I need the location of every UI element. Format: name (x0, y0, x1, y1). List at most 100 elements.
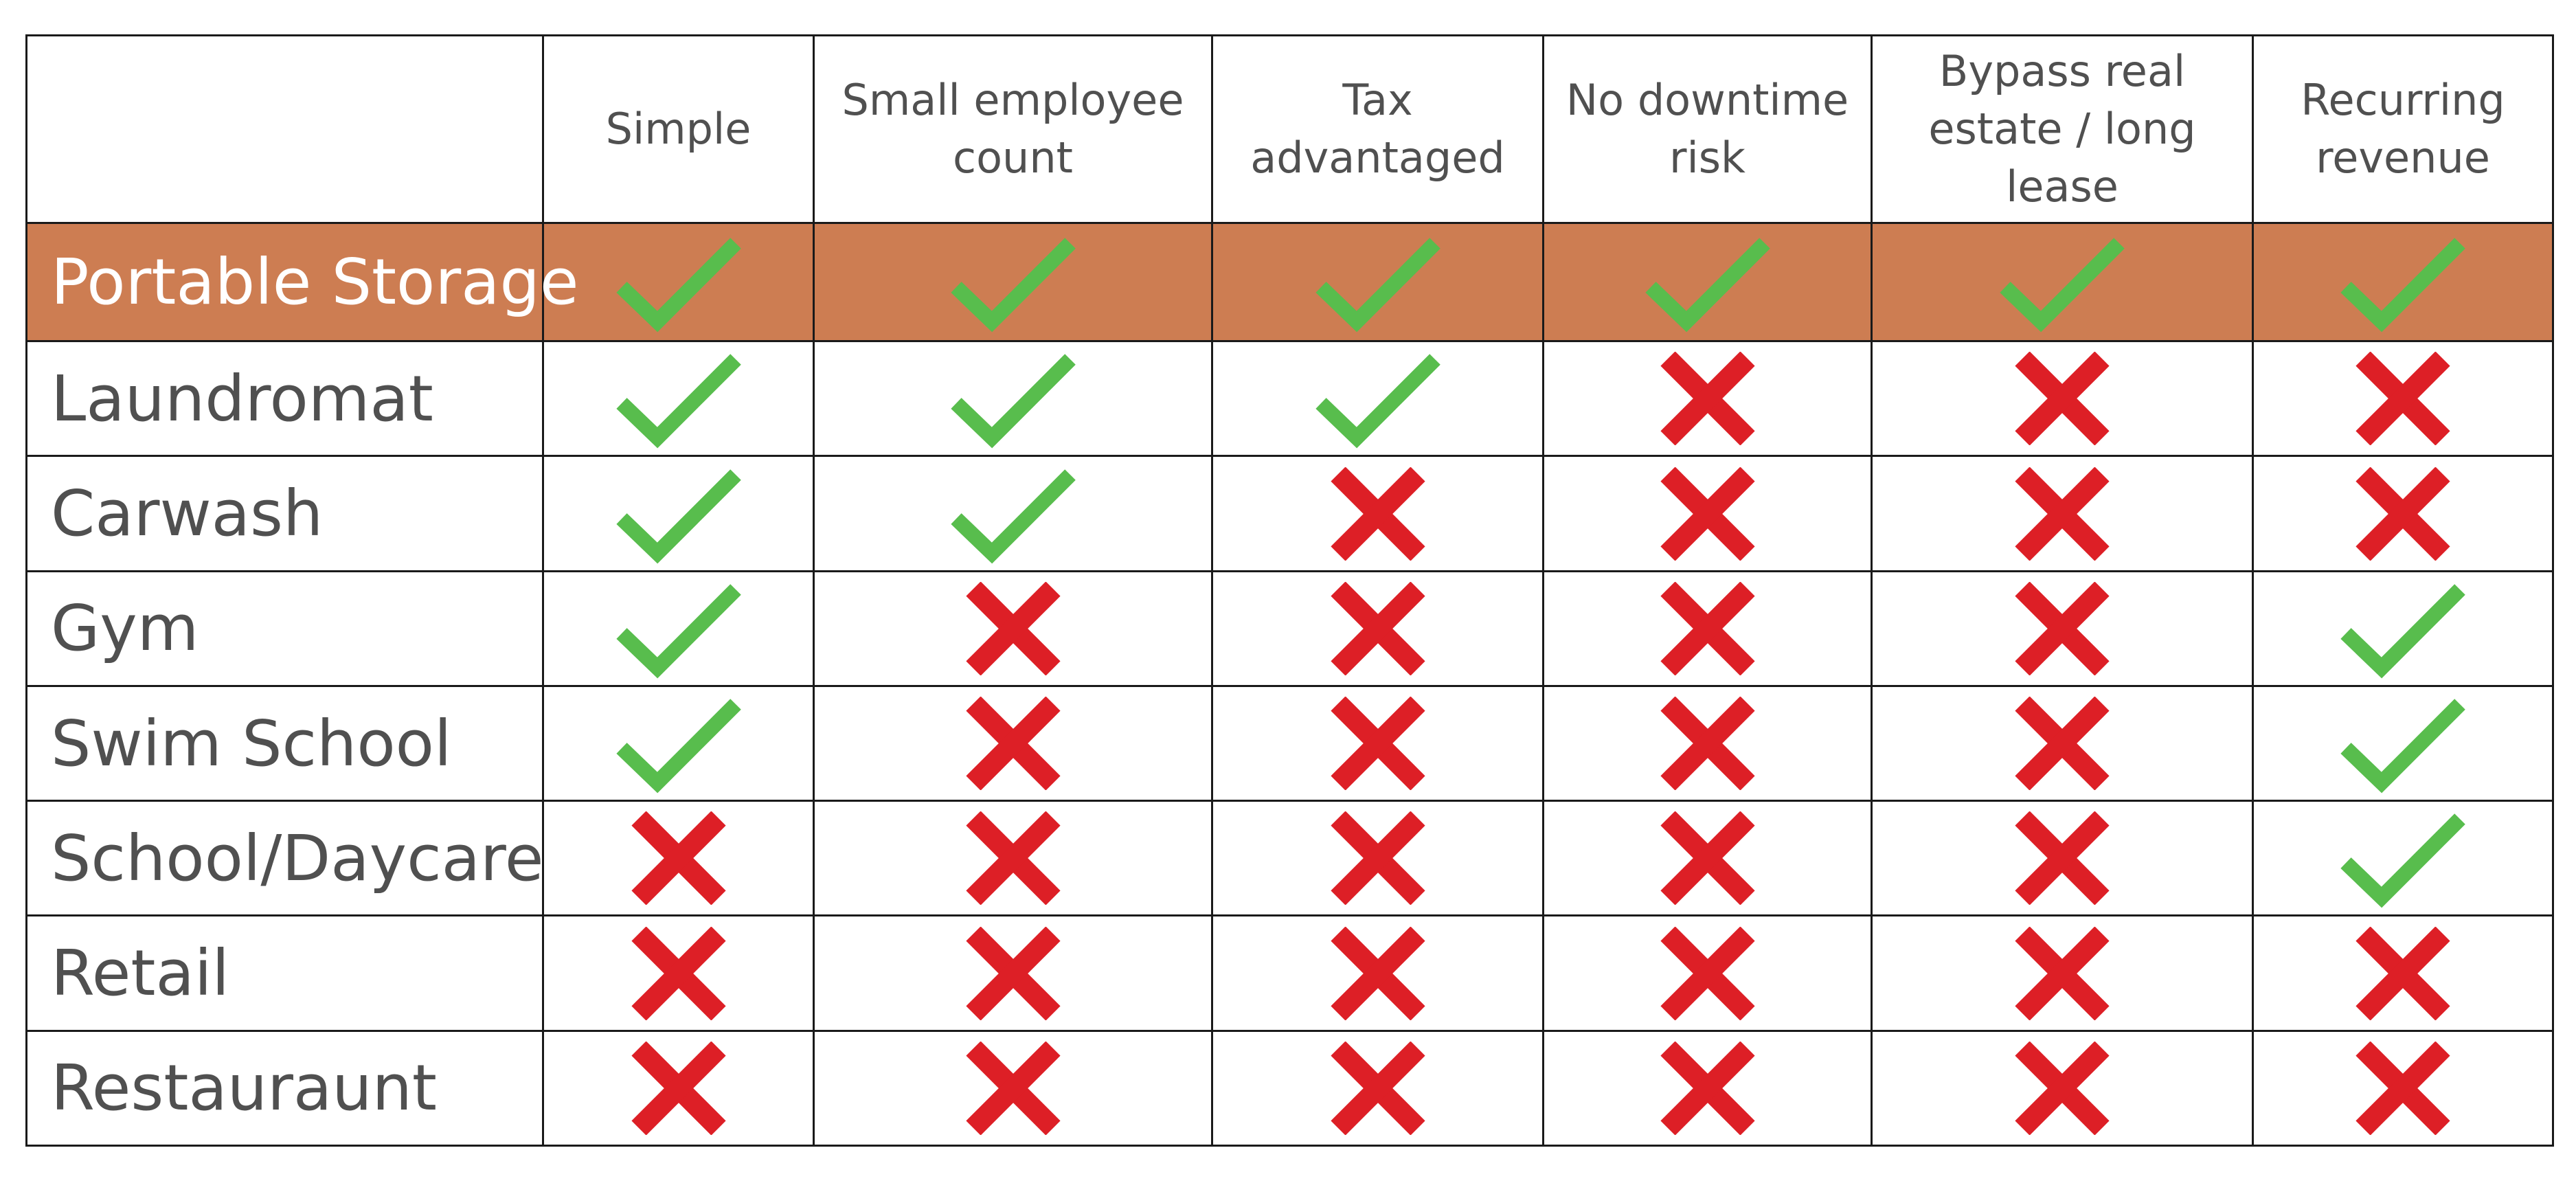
check-icon (1313, 231, 1443, 334)
row-label: Portable Storage (25, 221, 579, 343)
row-label: Retail (25, 914, 544, 1032)
table-row: Retail (25, 914, 2554, 1032)
check-icon (613, 231, 744, 334)
cross-icon (631, 1041, 727, 1135)
column-header-tax-advantaged: Tax advantaged (1211, 34, 1544, 224)
cross-icon (1330, 466, 1426, 561)
mark-cell (542, 684, 815, 802)
cross-icon (1660, 697, 1756, 791)
check-icon (948, 347, 1078, 450)
mark-cell (813, 914, 1213, 1032)
cross-icon (1330, 581, 1426, 675)
mark-cell (542, 340, 815, 458)
check-icon (1642, 231, 1773, 334)
cross-icon (2014, 926, 2110, 1020)
row-label: Carwash (25, 455, 544, 572)
mark-cell (2252, 570, 2554, 687)
table-row: School/Daycare (25, 800, 2554, 917)
cross-icon (965, 697, 1061, 791)
cross-icon (1660, 811, 1756, 906)
cross-icon (1330, 926, 1426, 1020)
mark-cell (1871, 1029, 2254, 1147)
table-body: Portable Storage Laundromat Carwash Gym Swim… (25, 221, 2554, 1147)
cross-icon (2014, 697, 2110, 791)
mark-cell (542, 221, 815, 343)
mark-cell (1211, 221, 1544, 343)
mark-cell (1542, 684, 1873, 802)
cross-icon (2014, 466, 2110, 561)
cross-icon (2014, 1041, 2110, 1135)
column-header-no-downtime-risk: No downtime risk (1542, 34, 1873, 224)
mark-cell (813, 340, 1213, 458)
check-icon (613, 692, 744, 795)
mark-cell (1211, 800, 1544, 917)
cross-icon (1330, 811, 1426, 906)
cross-icon (631, 811, 727, 906)
comparison-table: Simple Small employee count Tax advantag… (25, 34, 2554, 1147)
mark-cell (542, 800, 815, 917)
mark-cell (1871, 570, 2254, 687)
table-row: Laundromat (25, 340, 2554, 458)
mark-cell (542, 1029, 815, 1147)
column-header-simple: Simple (542, 34, 815, 224)
row-label: Gym (25, 570, 544, 687)
cross-icon (2014, 352, 2110, 446)
mark-cell (1542, 340, 1873, 458)
mark-cell (813, 1029, 1213, 1147)
check-icon (948, 462, 1078, 565)
column-header-small-employee-count: Small employee count (813, 34, 1213, 224)
corner-cell (25, 34, 544, 224)
cross-icon (631, 926, 727, 1020)
mark-cell (813, 570, 1213, 687)
cross-icon (2014, 811, 2110, 906)
mark-cell (813, 455, 1213, 572)
mark-cell (2252, 684, 2554, 802)
cross-icon (965, 811, 1061, 906)
mark-cell (2252, 340, 2554, 458)
mark-cell (1871, 340, 2254, 458)
mark-cell (1871, 455, 2254, 572)
cross-icon (1660, 466, 1756, 561)
mark-cell (2252, 221, 2554, 343)
table-row: Swim School (25, 684, 2554, 802)
column-header-bypass-real-estate: Bypass real estate / long lease (1871, 34, 2254, 224)
cross-icon (1660, 926, 1756, 1020)
mark-cell (813, 684, 1213, 802)
mark-cell (2252, 455, 2554, 572)
check-icon (1313, 347, 1443, 450)
mark-cell (1871, 684, 2254, 802)
row-label: Restauraunt (25, 1029, 544, 1147)
cross-icon (2355, 352, 2451, 446)
mark-cell (1211, 340, 1544, 458)
mark-cell (1542, 221, 1873, 343)
header-row: Simple Small employee count Tax advantag… (25, 34, 2554, 224)
mark-cell (1542, 914, 1873, 1032)
row-label: Laundromat (25, 340, 544, 458)
mark-cell (1542, 570, 1873, 687)
cross-icon (965, 1041, 1061, 1135)
mark-cell (1542, 455, 1873, 572)
mark-cell (1211, 914, 1544, 1032)
mark-cell (1211, 455, 1544, 572)
mark-cell (1211, 570, 1544, 687)
column-header-recurring-revenue: Recurring revenue (2252, 34, 2554, 224)
cross-icon (2014, 581, 2110, 675)
check-icon (2338, 231, 2468, 334)
mark-cell (1542, 1029, 1873, 1147)
mark-cell (1871, 914, 2254, 1032)
check-icon (2338, 807, 2468, 910)
cross-icon (2355, 466, 2451, 561)
check-icon (1997, 231, 2127, 334)
cross-icon (1660, 352, 1756, 446)
table-row: Portable Storage (25, 221, 2554, 343)
mark-cell (2252, 914, 2554, 1032)
mark-cell (2252, 1029, 2554, 1147)
mark-cell (1542, 800, 1873, 917)
mark-cell (542, 455, 815, 572)
mark-cell (1871, 221, 2254, 343)
cross-icon (2355, 1041, 2451, 1135)
table-row: Gym (25, 570, 2554, 687)
mark-cell (813, 800, 1213, 917)
check-icon (2338, 577, 2468, 680)
cross-icon (1660, 1041, 1756, 1135)
